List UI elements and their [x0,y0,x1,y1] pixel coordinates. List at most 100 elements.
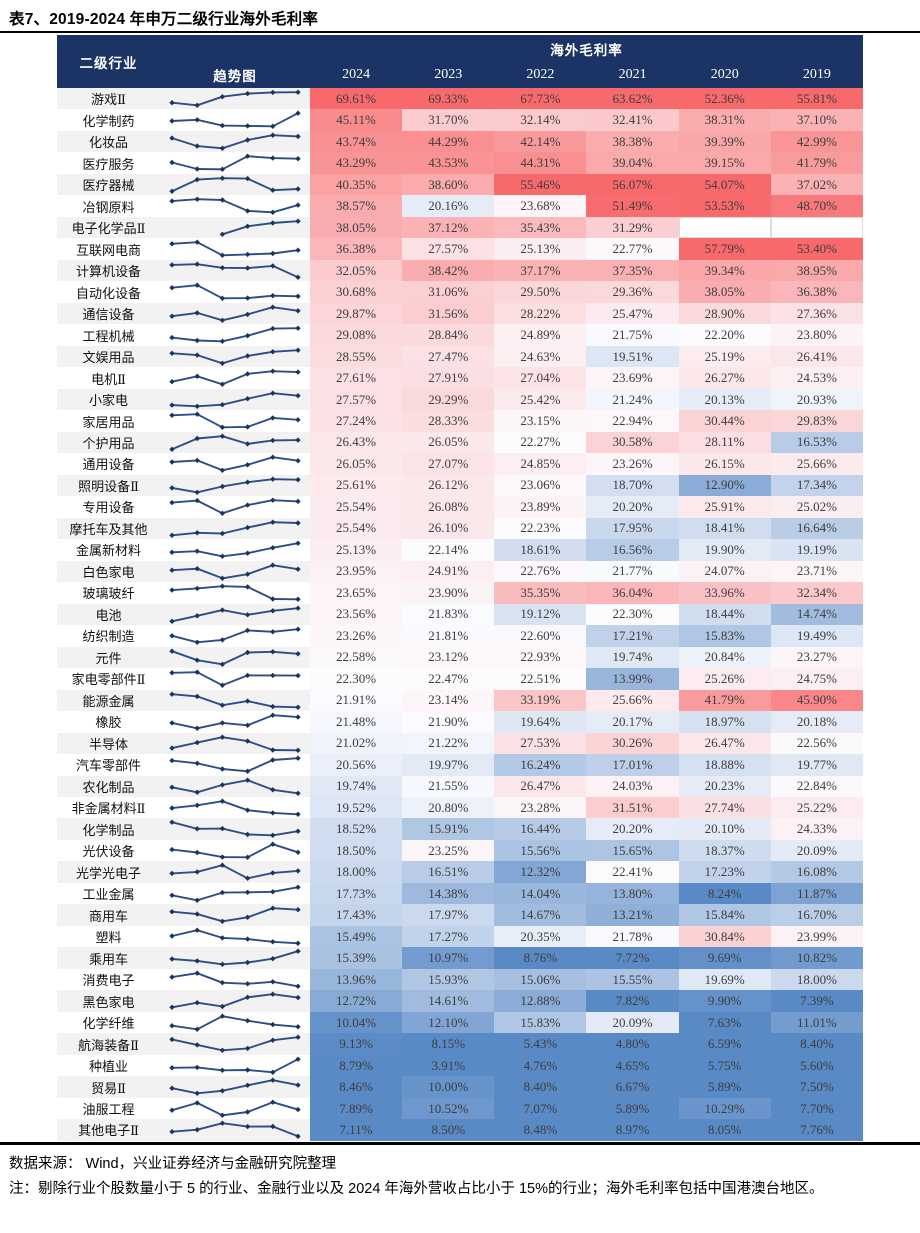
margin-value-cell: 51.49% [586,195,679,217]
margin-value-cell: 14.74% [770,603,863,626]
margin-value-cell: 22.94% [586,410,679,432]
margin-value-cell: 37.12% [402,216,495,239]
industry-name: 能源金属 [57,689,160,712]
trend-sparkline-svg [169,1056,301,1075]
margin-value-cell: 48.70% [770,195,863,217]
industry-name: 家居用品 [82,414,135,430]
margin-value-cell: 7.11% [310,1119,403,1141]
trend-sparkline-svg [169,970,301,989]
trend-cell [160,818,310,840]
margin-value-cell: 44.31% [494,152,587,174]
table-row: 摩托车及其他 25.54% 26.10% 22.23% 17.95% 18.41% 16.6… [57,517,863,540]
industry-name: 化妆品 [57,130,160,153]
margin-value-cell: 26.05% [310,453,403,475]
margin-value-cell: 19.97% [402,754,495,776]
trend-cell [160,1012,310,1033]
trend-sparkline-svg [169,841,301,860]
industry-name: 个护用品 [57,431,160,454]
margin-value-cell: 15.49% [310,925,403,948]
margin-value-cell: 8.15% [402,1033,495,1055]
margin-value-cell: 16.08% [770,861,863,883]
margin-value-cell: 56.07% [586,173,679,196]
table-body: 游戏Ⅱ 69.61% 69.33% 67.73% 63.62% 52.36% 55.81% 化… [57,88,863,1141]
margin-value-cell: 12.90% [678,474,771,497]
industry-name: 游戏Ⅱ [57,88,160,110]
trend-cell [160,388,310,411]
trend-sparkline-svg [169,562,301,581]
overseas-margin-table: 二级行业 趋势图 海外毛利率 2024 2023 2022 2021 2020 2019 … [57,35,863,1141]
margin-value-cell: 21.77% [586,560,679,583]
industry-name: 光学光电子 [57,861,160,883]
table-bottom-divider [0,1142,920,1145]
margin-value-cell: 20.35% [494,925,587,948]
margin-value-cell: 20.56% [310,754,403,776]
margin-value-cell: 16.51% [402,861,495,883]
margin-value-cell: 38.60% [402,173,495,196]
col-group-header-overseas-gross-margin: 海外毛利率 [550,42,623,58]
table-row: 化学制药 45.11% 31.70% 32.14% 32.41% 38.31% 37.10% [57,109,863,131]
margin-value-cell: 23.71% [770,560,863,583]
margin-value-cell: 57.79% [678,238,771,260]
industry-name: 照明设备Ⅱ [57,474,160,497]
margin-value-cell: 16.53% [770,431,863,454]
margin-value-cell: 22.14% [402,539,495,561]
trend-cell [160,173,310,196]
trend-sparkline-svg [169,153,301,173]
margin-value-cell: 39.15% [678,152,771,174]
trend-cell [160,754,310,775]
margin-value-cell: 17.95% [586,517,679,540]
margin-value-cell: 22.93% [494,646,587,669]
margin-value-cell: 21.02% [310,732,403,755]
margin-value-cell: 42.99% [770,130,863,153]
margin-value-cell: 20.84% [678,646,771,669]
footnote: 注：剔除行业个股数量小于 5 的行业、金融行业以及 2024 年海外营收占比小于… [9,1181,824,1197]
trend-cell [160,1076,310,1098]
margin-value-cell: 7.70% [770,1097,863,1120]
margin-value-cell: 25.13% [310,539,403,561]
trend-sparkline-svg [169,626,301,646]
margin-value-cell: 17.21% [586,625,679,647]
margin-value-cell: 27.61% [310,367,403,389]
margin-value-cell: 25.02% [770,496,863,518]
margin-value-cell: 23.56% [310,603,403,626]
industry-name: 汽车零部件 [75,758,141,774]
margin-value-cell: 24.63% [494,345,587,368]
trend-sparkline-svg [169,110,301,130]
industry-name: 消费电子 [82,973,135,989]
trend-sparkline-svg [169,648,301,667]
margin-value-cell: 20.20% [586,818,679,840]
table-row: 乘用车 15.39% 10.97% 8.76% 7.72% 9.69% 10.82% [57,947,863,969]
trend-sparkline-svg [169,798,301,817]
table-row: 小家电 27.57% 29.29% 25.42% 21.24% 20.13% 20.93% [57,388,863,411]
margin-value-cell: 25.66% [586,689,679,712]
margin-value-cell: 38.05% [678,281,771,303]
trend-sparkline-svg [169,1077,301,1097]
margin-value-cell: 41.79% [770,152,863,174]
margin-value-cell: 8.05% [678,1119,771,1141]
trend-sparkline-svg [169,1034,301,1054]
margin-value-cell: 45.90% [770,689,863,712]
margin-value-cell: 19.69% [678,968,771,991]
industry-name: 计算机设备 [57,259,160,282]
margin-value-cell: 22.77% [586,238,679,260]
table-row: 工业金属 17.73% 14.38% 14.04% 13.80% 8.24% 11.87% [57,882,863,905]
table-row: 航海装备Ⅱ 9.13% 8.15% 5.43% 4.80% 6.59% 8.40% [57,1033,863,1055]
year-header-row: 2024 2023 2022 2021 2020 2019 [310,62,863,88]
margin-value-cell: 27.47% [402,345,495,368]
trend-sparkline-svg [219,218,301,237]
margin-value-cell: 53.40% [770,238,863,260]
trend-sparkline-svg [169,755,301,775]
margin-value-cell: 19.90% [678,539,771,561]
margin-value-cell: 24.03% [586,775,679,797]
margin-value-cell: 7.50% [770,1076,863,1098]
margin-value-cell: 27.57% [402,238,495,260]
margin-value-cell: 14.38% [402,882,495,905]
trend-cell [160,711,310,732]
margin-value-cell: 21.78% [586,925,679,948]
margin-value-cell: 18.61% [494,539,587,561]
margin-value-cell: 15.39% [310,947,403,969]
industry-name: 农化制品 [57,775,160,797]
margin-value-cell: 28.90% [678,302,771,325]
margin-value-cell: 27.04% [494,367,587,389]
margin-value-cell: 11.87% [770,882,863,905]
